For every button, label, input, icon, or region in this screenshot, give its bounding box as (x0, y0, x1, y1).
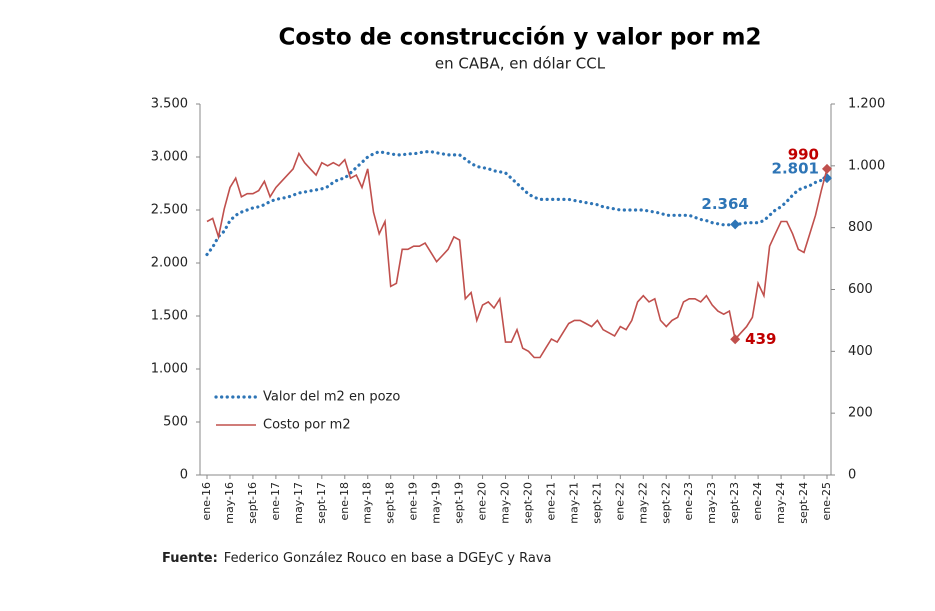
x-tick-label: sept-21 (590, 482, 603, 524)
x-tick-label: ene-21 (544, 482, 557, 520)
point-marker (822, 163, 832, 174)
x-tick-label: may-16 (223, 482, 236, 524)
value-label: 2.364 (701, 195, 748, 213)
x-tick-label: ene-25 (820, 482, 833, 520)
y2ticks-label: 800 (848, 220, 873, 235)
x-tick-label: sept-16 (246, 482, 259, 524)
value-label: 990 (788, 145, 819, 163)
value-label: 439 (745, 330, 776, 348)
x-tick-label: sept-24 (797, 482, 810, 524)
x-tick-label: ene-23 (682, 482, 695, 520)
x-tick-label: ene-18 (338, 482, 351, 520)
point-marker (730, 334, 741, 345)
x-tick-label: sept-19 (453, 482, 466, 524)
series-line (206, 151, 828, 359)
y2ticks-label: 200 (848, 406, 873, 421)
y2ticks-label: 400 (848, 344, 873, 359)
x-tick-label: may-17 (292, 482, 305, 524)
x-tick-label: ene-19 (407, 482, 420, 520)
x-tick-label: may-18 (361, 482, 374, 524)
yticks-label: 1.500 (151, 309, 188, 324)
chart-subtitle: en CABA, en dólar CCL (435, 55, 606, 73)
yticks-label: 3.000 (151, 150, 188, 165)
source-text: Federico González Rouco en base a DGEyC … (224, 551, 552, 566)
x-tick-label: may-21 (567, 482, 580, 524)
yticks-label: 500 (163, 415, 188, 430)
x-tick-label: ene-24 (751, 482, 764, 520)
yticks-label: 2.500 (151, 203, 188, 218)
y2ticks-label: 600 (848, 282, 873, 297)
yticks-label: 0 (180, 468, 188, 483)
chart-title: Costo de construcción y valor por m2 (279, 25, 762, 51)
y2ticks-label: 1.000 (848, 158, 885, 173)
yticks-label: 2.000 (151, 256, 188, 271)
x-tick-label: ene-22 (613, 482, 626, 520)
x-tick-label: sept-20 (521, 482, 534, 524)
x-tick-label: may-20 (499, 482, 512, 524)
x-tick-label: ene-20 (476, 482, 489, 520)
yticks-label: 3.500 (151, 97, 188, 112)
x-tick-label: ene-16 (200, 482, 213, 520)
x-tick-label: may-24 (774, 482, 787, 524)
y2ticks-label: 0 (848, 468, 856, 483)
x-tick-label: may-23 (705, 482, 718, 524)
series-line (205, 150, 829, 257)
x-tick-label: sept-17 (315, 482, 328, 524)
x-tick-label: sept-23 (728, 482, 741, 524)
source: Fuente: Federico González Rouco en base a… (162, 551, 552, 566)
value-label: 2.801 (772, 160, 819, 178)
legend-label: Costo por m2 (263, 418, 351, 433)
x-tick-label: sept-22 (659, 482, 672, 524)
point-marker (730, 219, 741, 230)
x-tick-label: may-22 (636, 482, 649, 524)
legend-label: Valor del m2 en pozo (263, 390, 400, 405)
yticks-label: 1.000 (151, 362, 188, 377)
x-tick-label: may-19 (430, 482, 443, 524)
x-tick-label: ene-17 (269, 482, 282, 520)
y2ticks-label: 1.200 (848, 97, 885, 112)
x-tick-label: sept-18 (384, 482, 397, 524)
source-label: Fuente: (162, 551, 218, 566)
